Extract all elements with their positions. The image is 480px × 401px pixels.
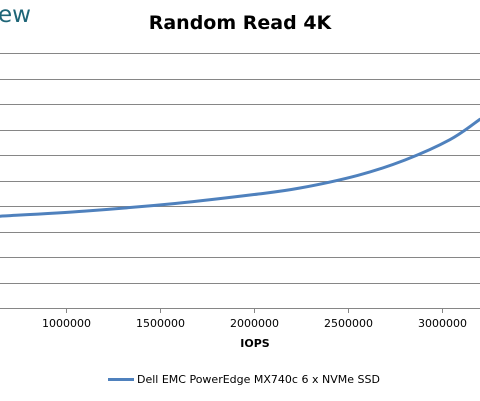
x-tick-label: 2500000 <box>324 317 373 330</box>
chart-title: Random Read 4K <box>148 12 332 34</box>
legend-swatch <box>108 378 134 381</box>
x-tick-label: 1500000 <box>136 317 185 330</box>
watermark-logo: ew <box>0 2 31 28</box>
legend-label: Dell EMC PowerEdge MX740c 6 x NVMe SSD <box>137 373 380 386</box>
series-line <box>0 117 480 218</box>
x-tick-label: 1000000 <box>42 317 91 330</box>
x-tick-label: 2000000 <box>230 317 279 330</box>
series-layer <box>0 117 480 218</box>
legend: Dell EMC PowerEdge MX740c 6 x NVMe SSD <box>108 373 380 386</box>
x-tick-label: 3000000 <box>418 317 467 330</box>
gridlines <box>0 53 480 309</box>
x-axis-title: IOPS <box>240 337 270 350</box>
x-axis-ticks: 1000000 1500000 2000000 2500000 3000000 <box>42 308 467 330</box>
